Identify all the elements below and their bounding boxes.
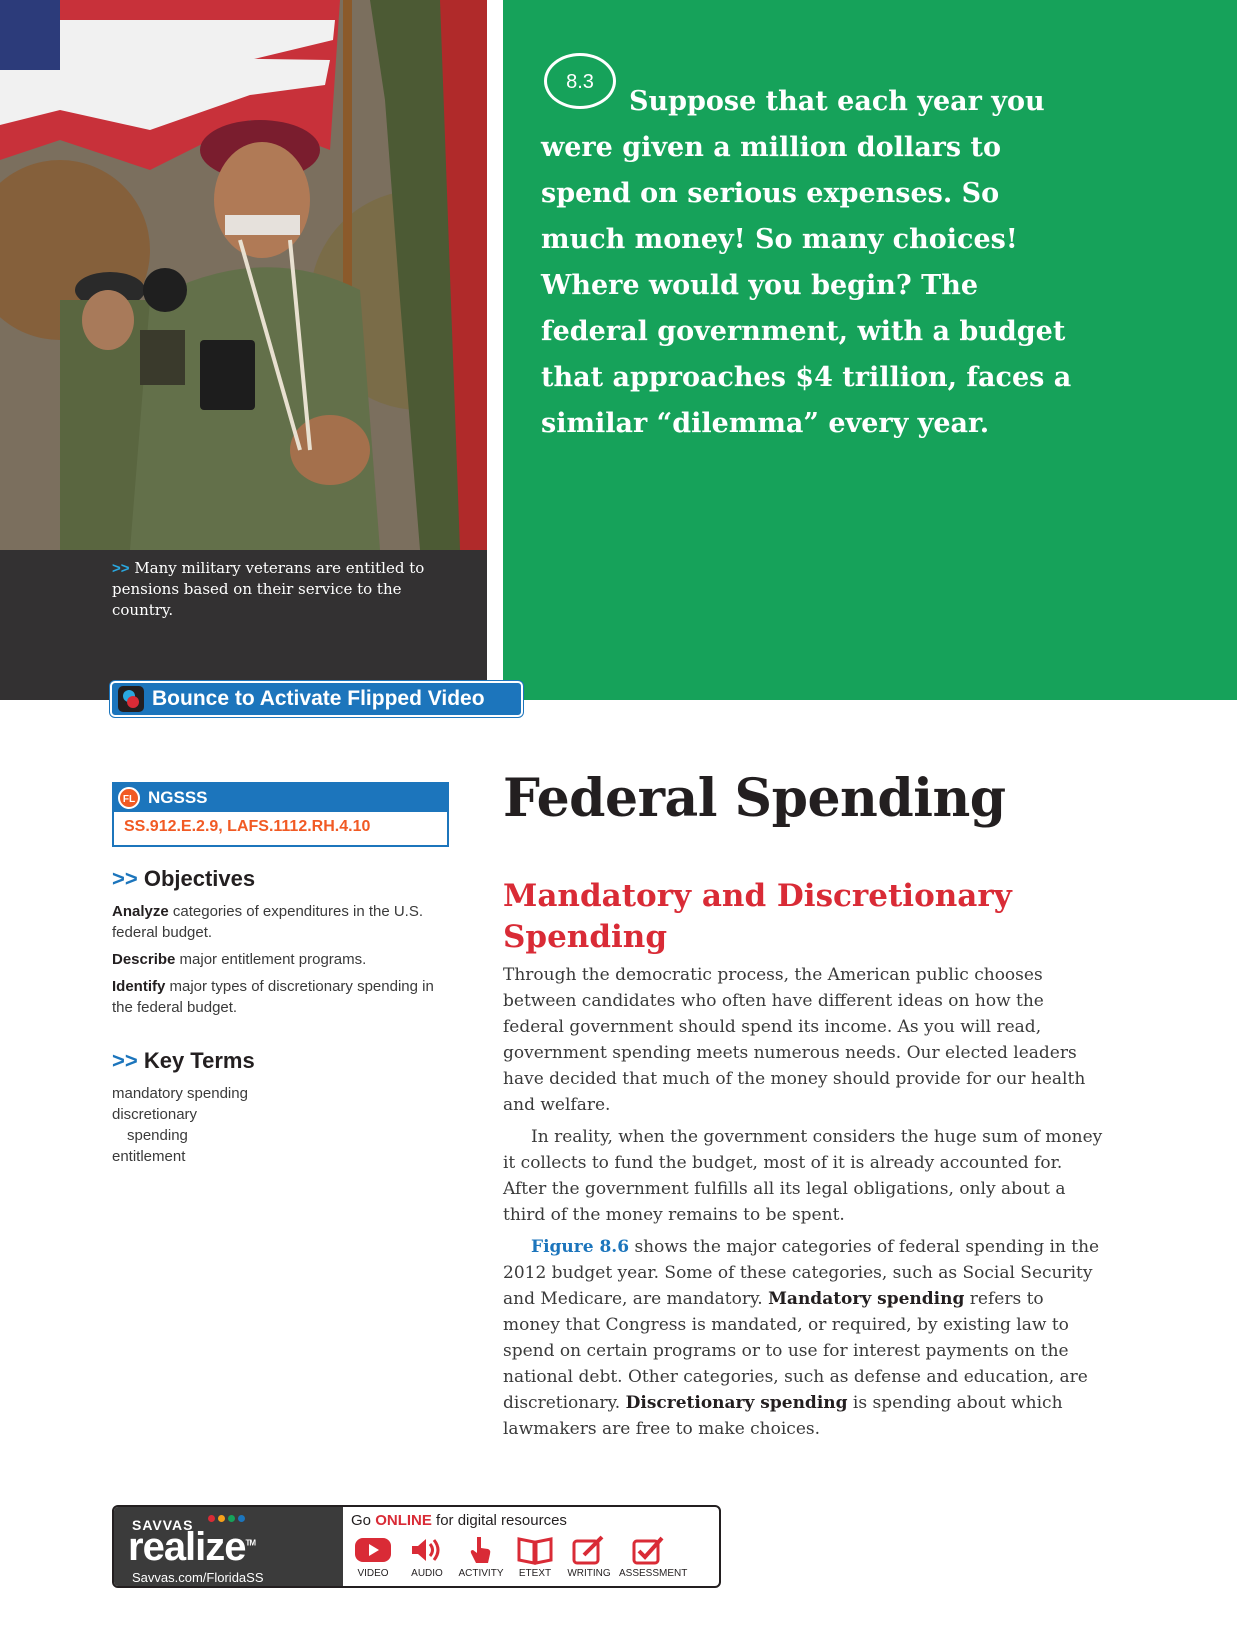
photo-caption-text: Many military veterans are entitled to p…	[112, 559, 425, 619]
audio-icon	[412, 1539, 440, 1561]
standards-heading: NGSSS	[148, 788, 208, 807]
veterans-photo	[0, 0, 487, 550]
intro-text: Suppose that each year you were given a …	[541, 86, 1072, 439]
go-online-highlight: ONLINE	[375, 1512, 432, 1529]
key-terms-heading-text: Key Terms	[143, 1048, 255, 1073]
video-icon	[355, 1538, 391, 1562]
chevron-icon: >>	[112, 1048, 138, 1073]
chevron-icon: >>	[112, 560, 130, 577]
key-term-bold: Mandatory spending	[768, 1289, 965, 1309]
objective-item: Identify major types of discretionary sp…	[112, 976, 442, 1018]
paragraph-text: shows the major categories of federal sp…	[503, 1237, 1100, 1309]
etext-tool-label: ETEXT	[518, 1568, 552, 1579]
digital-resources: Go ONLINE for digital resources VIDEO AU…	[343, 1507, 719, 1586]
paragraph: Through the democratic process, the Amer…	[503, 965, 1086, 1115]
activity-icon	[470, 1537, 491, 1563]
intro-panel	[503, 0, 1237, 700]
writing-tool-label: WRITING	[567, 1568, 611, 1579]
assessment-tool-label: ASSESSMENT	[619, 1568, 688, 1579]
brand-tm: TM	[245, 1538, 257, 1548]
key-terms-list: mandatory spending discretionary spendin…	[112, 1083, 248, 1167]
bounce-app-icon	[118, 686, 144, 712]
assessment-icon	[632, 1536, 664, 1565]
caption-panel	[0, 550, 487, 700]
key-term: mandatory spending	[112, 1085, 248, 1102]
go-online-prefix: Go	[351, 1512, 376, 1529]
video-tool[interactable]: VIDEO	[343, 1535, 403, 1579]
body-text: Through the democratic process, the Amer…	[503, 962, 1103, 1448]
objectives-list: Analyze categories of expenditures in th…	[112, 901, 442, 1024]
etext-icon	[517, 1537, 553, 1565]
activity-tool-label: ACTIVITY	[458, 1568, 504, 1579]
audio-tool[interactable]: AUDIO	[397, 1535, 457, 1579]
veterans-photo-illustration	[0, 0, 487, 550]
assessment-tool[interactable]: ASSESSMENT	[619, 1535, 688, 1579]
brand-url[interactable]: Savvas.com/FloridaSS	[132, 1570, 264, 1585]
objective-verb: Analyze	[112, 903, 169, 920]
section-heading: Mandatory and Discretionary Spending	[503, 878, 1012, 955]
go-online-text: Go ONLINE for digital resources	[351, 1512, 567, 1529]
paragraph: In reality, when the government consider…	[503, 1127, 1103, 1225]
brand-savvas: SAVVAS	[132, 1517, 194, 1533]
realize-resources-bar: SAVVAS realizeTM Savvas.com/FloridaSS Go…	[112, 1505, 721, 1588]
standards-header: FL NGSSS	[114, 784, 447, 812]
standards-box: FL NGSSS SS.912.E.2.9, LAFS.1112.RH.4.10	[112, 782, 449, 847]
realize-logo[interactable]: SAVVAS realizeTM Savvas.com/FloridaSS	[114, 1507, 343, 1586]
go-online-suffix: for digital resources	[431, 1512, 567, 1529]
activity-tool[interactable]: ACTIVITY	[451, 1535, 511, 1579]
writing-tool[interactable]: WRITING	[559, 1535, 619, 1579]
key-term-continued: spending	[127, 1127, 188, 1144]
objectives-heading-text: Objectives	[143, 866, 256, 891]
lesson-number-badge: 8.3	[544, 53, 616, 109]
key-terms-heading: >> Key Terms	[112, 1048, 255, 1074]
brand-dots-icon	[208, 1515, 245, 1522]
etext-tool[interactable]: ETEXT	[505, 1535, 565, 1579]
audio-tool-label: AUDIO	[411, 1568, 443, 1579]
paragraph: Figure 8.6 shows the major categories of…	[503, 1234, 1103, 1442]
flipped-video-button[interactable]: Bounce to Activate Flipped Video	[110, 681, 523, 717]
chevron-icon: >>	[112, 866, 138, 891]
objective-text: major entitlement programs.	[175, 951, 367, 968]
brand-realize: realizeTM	[128, 1525, 257, 1570]
standards-codes: SS.912.E.2.9, LAFS.1112.RH.4.10	[124, 818, 371, 835]
florida-badge-icon: FL	[118, 787, 140, 809]
objective-text: major types of discretionary spending in…	[112, 978, 434, 1016]
key-term: discretionary	[112, 1106, 198, 1123]
objective-text: categories of expenditures in the U.S. f…	[112, 903, 424, 941]
objective-item: Describe major entitlement programs.	[112, 949, 442, 970]
objective-verb: Describe	[112, 951, 176, 968]
writing-icon	[572, 1535, 604, 1565]
page-title: Federal Spending	[503, 768, 1006, 829]
paragraph-text: is spending about which lawmakers are fr…	[503, 1393, 1063, 1439]
flipped-video-label: Bounce to Activate Flipped Video	[152, 687, 485, 710]
objectives-heading: >> Objectives	[112, 866, 255, 892]
key-term-bold: Discretionary spending	[625, 1393, 848, 1413]
video-tool-label: VIDEO	[357, 1568, 389, 1579]
key-term: entitlement	[112, 1148, 186, 1165]
objective-verb: Identify	[112, 978, 166, 995]
paragraph-text: refers to money that Congress is mandate…	[503, 1289, 1088, 1413]
brand-realize-text: realize	[128, 1525, 247, 1569]
photo-caption: >> Many military veterans are entitled t…	[112, 558, 452, 621]
objective-item: Analyze categories of expenditures in th…	[112, 901, 442, 943]
figure-link[interactable]: Figure 8.6	[531, 1237, 630, 1257]
